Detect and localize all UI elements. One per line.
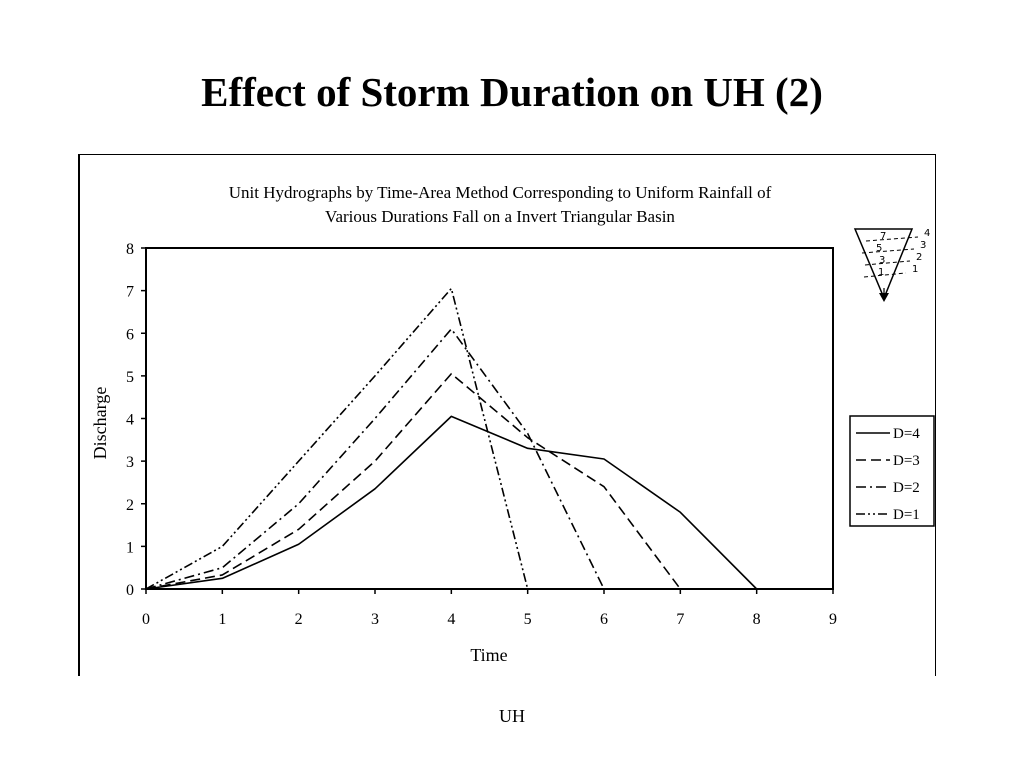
basin-inset: 7 45 33 21 1	[853, 228, 930, 302]
y-axis-title: Discharge	[90, 387, 110, 460]
isochrone-outer-label: 2	[916, 252, 922, 263]
series-line-d4	[145, 415, 758, 590]
x-axis-title: Time	[470, 645, 507, 665]
chart-figure	[78, 154, 936, 676]
y-tick-label: 2	[126, 497, 134, 514]
isochrone-inner-label: 1	[878, 267, 884, 278]
y-tick-label: 3	[126, 454, 134, 471]
chart-title-line-1: Unit Hydrographs by Time-Area Method Cor…	[229, 183, 772, 202]
series-line-d2	[145, 328, 605, 590]
isochrone-line	[861, 248, 915, 254]
x-tick-label: 1	[218, 611, 226, 628]
x-tick-label: 7	[676, 611, 684, 628]
legend: D=4 D=3 D=2 D=1	[849, 415, 935, 527]
isochrone-line	[865, 236, 919, 242]
x-tick-label: 0	[142, 611, 150, 628]
y-tick-label: 1	[126, 539, 134, 556]
y-tick-label: 0	[126, 582, 134, 599]
chart-title-line-2: Various Durations Fall on a Invert Trian…	[325, 207, 675, 226]
legend-label: D=1	[893, 507, 920, 523]
legend-box	[849, 415, 935, 527]
x-tick-label: 9	[829, 611, 837, 628]
y-tick-label: 8	[126, 241, 134, 258]
footer-label: UH	[499, 706, 525, 726]
x-tick-label: 3	[371, 611, 379, 628]
isochrone-outer-label: 4	[924, 228, 930, 239]
x-tick-label: 2	[295, 611, 303, 628]
series-lines	[145, 287, 758, 590]
y-axis: 0 1 2 3 4 5 6 7 8	[126, 241, 146, 599]
y-tick-label: 5	[126, 369, 134, 386]
series-line-d3	[145, 372, 681, 590]
isochrone-line	[863, 272, 907, 278]
plot-area	[145, 247, 834, 590]
isochrone-outer-label: 1	[912, 264, 918, 275]
isochrone-inner-label: 5	[876, 243, 882, 254]
isochrone-outer-label: 3	[920, 240, 926, 251]
slide-title: Effect of Storm Duration on UH (2)	[201, 69, 823, 115]
x-tick-label: 5	[524, 611, 532, 628]
legend-label: D=4	[893, 426, 920, 442]
x-tick-label: 4	[447, 611, 455, 628]
x-tick-label: 6	[600, 611, 608, 628]
triangle-basin-icon	[853, 228, 914, 300]
outlet-arrowhead-icon	[879, 293, 889, 302]
isochrone-line	[864, 260, 911, 266]
isochrone-inner-label: 7	[880, 231, 886, 242]
series-line-d1	[145, 287, 529, 590]
isochrone-inner-label: 3	[879, 255, 885, 266]
x-axis: 0 1 2 3 4 5 6 7 8 9	[142, 589, 837, 628]
legend-label: D=2	[893, 480, 920, 496]
y-tick-label: 7	[126, 284, 134, 301]
y-tick-label: 6	[126, 326, 134, 343]
legend-label: D=3	[893, 453, 920, 469]
x-tick-label: 8	[753, 611, 761, 628]
y-tick-label: 4	[126, 412, 134, 429]
